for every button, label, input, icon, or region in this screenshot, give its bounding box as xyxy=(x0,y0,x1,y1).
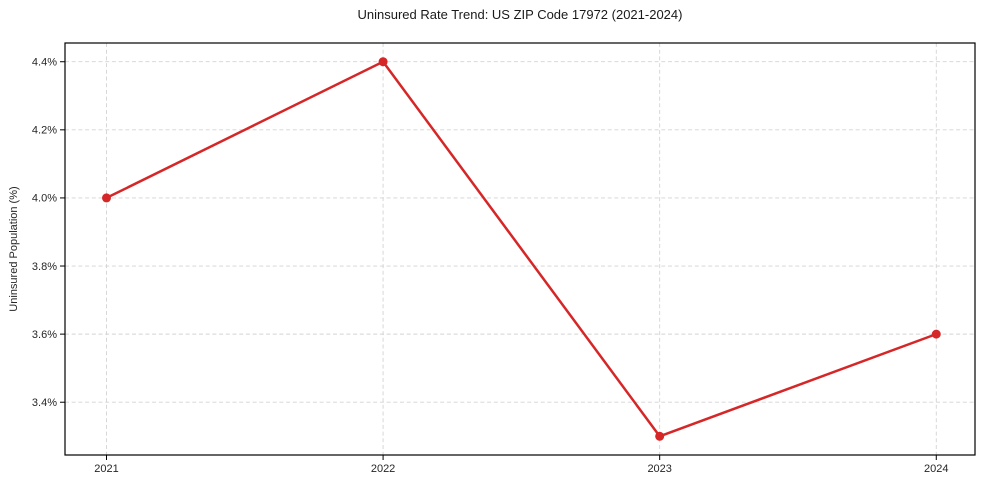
data-point-2021 xyxy=(101,193,111,203)
y-tick-label: 4.2% xyxy=(32,125,57,137)
y-tick-label: 3.8% xyxy=(32,261,57,273)
data-point-2024 xyxy=(931,329,941,339)
y-tick-label: 4.0% xyxy=(32,193,57,205)
plot-border xyxy=(64,42,976,456)
chart-title: Uninsured Rate Trend: US ZIP Code 17972 … xyxy=(357,7,683,22)
x-tick-label: 2024 xyxy=(924,463,948,475)
x-tick-label: 2022 xyxy=(371,463,395,475)
y-tick-label: 4.4% xyxy=(32,57,57,69)
data-point-2022 xyxy=(378,57,388,67)
y-tick-label: 3.6% xyxy=(32,329,57,341)
x-tick-label: 2023 xyxy=(647,463,671,475)
x-tick-label: 2021 xyxy=(94,463,118,475)
data-point-2023 xyxy=(655,431,665,441)
trend-line-uninsured-rate xyxy=(105,60,938,438)
y-tick-label: 3.4% xyxy=(32,397,57,409)
